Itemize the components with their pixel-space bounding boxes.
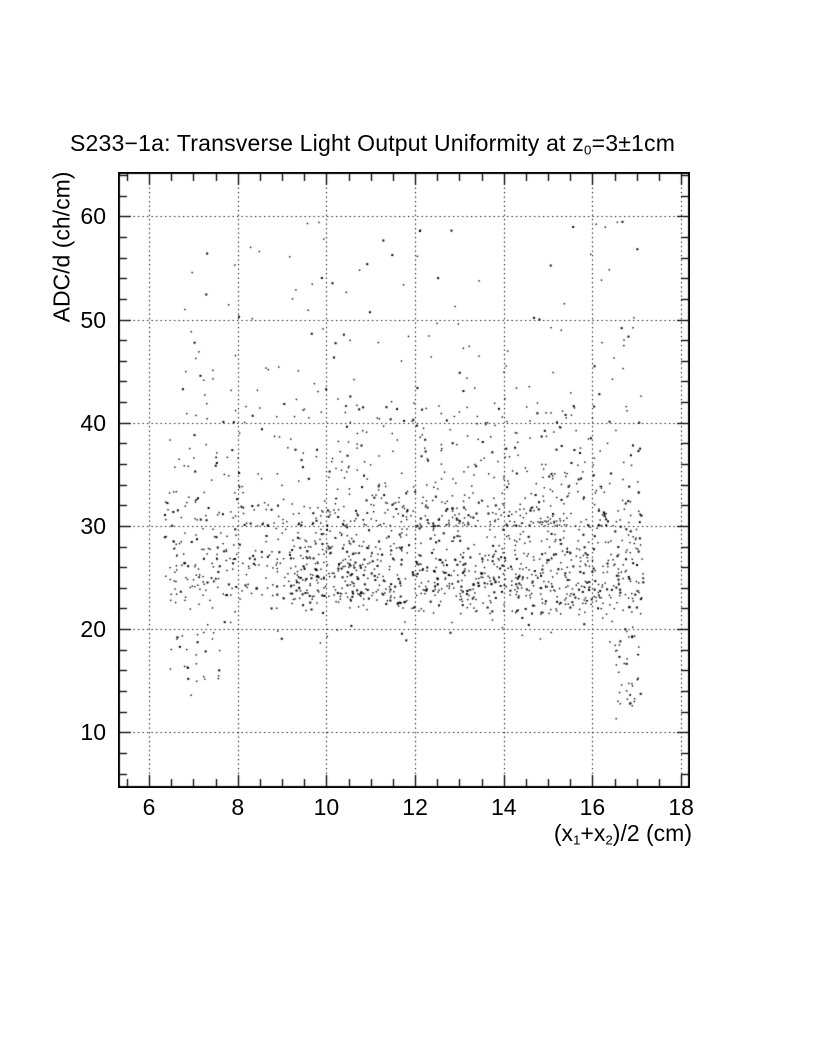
subscript-text: 0 <box>583 142 592 158</box>
label-text: )/2 (cm) <box>612 820 692 846</box>
x-tick-label-16: 16 <box>579 794 606 820</box>
x-tick-label-8: 8 <box>231 794 245 820</box>
y-tick-label-50: 50 <box>80 306 106 333</box>
chart-title: S233−1a: Transverse Light Output Uniform… <box>70 130 675 158</box>
y-tick-label-60: 60 <box>80 203 106 230</box>
x-tick-label-10: 10 <box>313 794 340 820</box>
y-tick-label-30: 30 <box>80 512 106 539</box>
x-axis-label: (x1+x2)/2 (cm) <box>392 820 692 848</box>
label-text: S233−1a: Transverse Light Output Uniform… <box>70 130 584 156</box>
label-text: =3±1cm <box>591 130 676 156</box>
x-tick-label-18: 18 <box>668 794 694 820</box>
x-tick-label-6: 6 <box>142 794 156 820</box>
y-tick-label-20: 20 <box>80 616 106 643</box>
y-tick-label-40: 40 <box>80 409 106 436</box>
x-tick-label-12: 12 <box>402 794 428 820</box>
subscript-text: 1 <box>573 832 581 848</box>
y-axis-label: ADC/d (ch/cm) <box>48 171 75 323</box>
y-tick-label-10: 10 <box>80 719 106 746</box>
scatter-plot-canvas <box>118 172 690 788</box>
x-tick-label-14: 14 <box>490 794 517 820</box>
label-text: +x <box>580 820 606 846</box>
label-text: (x <box>553 820 573 846</box>
subscript-text: 2 <box>605 832 613 848</box>
